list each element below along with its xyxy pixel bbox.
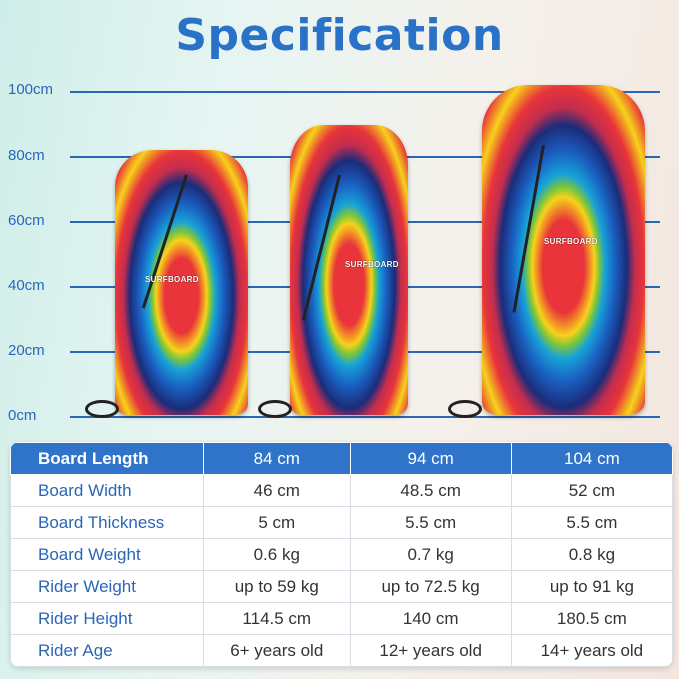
- wrist-leash-icon: [85, 400, 119, 418]
- cell: 5.5 cm: [349, 506, 512, 539]
- cell: 6+ years old: [203, 634, 351, 667]
- table-row: Rider Age 6+ years old 12+ years old 14+…: [10, 634, 673, 667]
- cell: 5.5 cm: [510, 506, 673, 539]
- board-logo: SURFBOARD: [345, 260, 399, 269]
- cell: 0.8 kg: [510, 538, 673, 571]
- cell: 5 cm: [203, 506, 351, 539]
- cell: 0.6 kg: [203, 538, 351, 571]
- board-logo: SURFBOARD: [145, 275, 199, 284]
- cell: 0.7 kg: [349, 538, 512, 571]
- cell: up to 91 kg: [510, 570, 673, 603]
- leash-cord: [301, 174, 341, 321]
- cell: 104 cm: [510, 442, 673, 475]
- row-label: Board Thickness: [10, 506, 204, 539]
- row-label: Board Width: [10, 474, 204, 507]
- bodyboard-medium: SURFBOARD: [290, 125, 408, 415]
- scale-line: [70, 91, 660, 93]
- cell: 14+ years old: [510, 634, 673, 667]
- cell: 12+ years old: [349, 634, 512, 667]
- row-label: Board Length: [10, 442, 204, 475]
- table-row: Rider Weight up to 59 kg up to 72.5 kg u…: [10, 570, 673, 603]
- cell: 140 cm: [349, 602, 512, 635]
- table-row: Board Thickness 5 cm 5.5 cm 5.5 cm: [10, 506, 673, 539]
- cell: 52 cm: [510, 474, 673, 507]
- row-label: Board Weight: [10, 538, 204, 571]
- table-row: Board Width 46 cm 48.5 cm 52 cm: [10, 474, 673, 507]
- cell: 94 cm: [349, 442, 512, 475]
- cell: 114.5 cm: [203, 602, 351, 635]
- scale-tick: 60cm: [8, 212, 45, 229]
- scale-tick: 20cm: [8, 342, 45, 359]
- table-row: Board Length 84 cm 94 cm 104 cm: [10, 442, 673, 475]
- leash-cord: [141, 174, 188, 309]
- row-label: Rider Weight: [10, 570, 204, 603]
- scale-tick: 0cm: [8, 407, 37, 424]
- cell: up to 72.5 kg: [349, 570, 512, 603]
- cell: 84 cm: [203, 442, 351, 475]
- cell: 48.5 cm: [349, 474, 512, 507]
- row-label: Rider Height: [10, 602, 204, 635]
- board-logo: SURFBOARD: [544, 237, 598, 246]
- scale-tick: 100cm: [8, 81, 54, 98]
- cell: 180.5 cm: [510, 602, 673, 635]
- scale-tick: 40cm: [8, 277, 45, 294]
- scale-line: [70, 416, 660, 418]
- cell: up to 59 kg: [203, 570, 351, 603]
- page-title: Specification: [175, 10, 504, 61]
- wrist-leash-icon: [448, 400, 482, 418]
- cell: 46 cm: [203, 474, 351, 507]
- leash-cord: [512, 144, 545, 313]
- bodyboard-large: SURFBOARD: [482, 85, 645, 415]
- scale-tick: 80cm: [8, 147, 45, 164]
- bodyboard-small: SURFBOARD: [115, 150, 248, 415]
- row-label: Rider Age: [10, 634, 204, 667]
- table-row: Board Weight 0.6 kg 0.7 kg 0.8 kg: [10, 538, 673, 571]
- wrist-leash-icon: [258, 400, 292, 418]
- spec-table: Board Length 84 cm 94 cm 104 cm Board Wi…: [10, 442, 673, 667]
- table-row: Rider Height 114.5 cm 140 cm 180.5 cm: [10, 602, 673, 635]
